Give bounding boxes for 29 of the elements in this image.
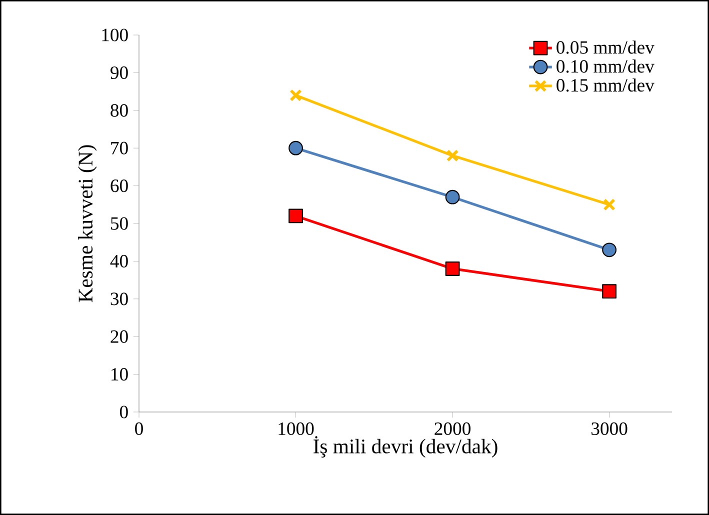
legend-label: 0.05 mm/dev <box>556 40 654 54</box>
y-tick-label: 60 <box>110 179 128 192</box>
y-tick-label: 30 <box>110 292 128 306</box>
point <box>288 208 303 224</box>
point <box>445 190 460 204</box>
y-tick-label: 50 <box>111 217 128 230</box>
y-tick-label: 80 <box>110 104 128 117</box>
point <box>288 140 303 156</box>
x-tick-label: 3000 <box>592 422 628 436</box>
y-tick-label: 100 <box>102 28 128 42</box>
y-tick-label: 90 <box>110 66 128 79</box>
y-tick-label: 0 <box>120 406 128 418</box>
legend-label: 0.15 mm/dev <box>556 78 654 92</box>
point <box>602 284 617 299</box>
y-axis-title: Kesme kuvveti (N) <box>78 145 97 302</box>
point <box>290 89 302 102</box>
y-tick-label: 40 <box>110 254 128 268</box>
x-tick-label: 2000 <box>434 422 470 436</box>
legend-label: 0.10 mm/dev <box>556 60 654 73</box>
y-tick-label: 10 <box>112 368 128 381</box>
y-tick-label: 20 <box>110 330 128 343</box>
x-tick-label: 1000 <box>278 422 314 436</box>
point <box>602 242 617 258</box>
point <box>445 262 460 276</box>
x-axis-title: İş mili devri (dev/dak) <box>314 436 498 458</box>
point <box>603 198 616 211</box>
x-tick-label: 0 <box>135 422 143 436</box>
point <box>446 149 459 162</box>
y-tick-label: 70 <box>111 142 128 154</box>
